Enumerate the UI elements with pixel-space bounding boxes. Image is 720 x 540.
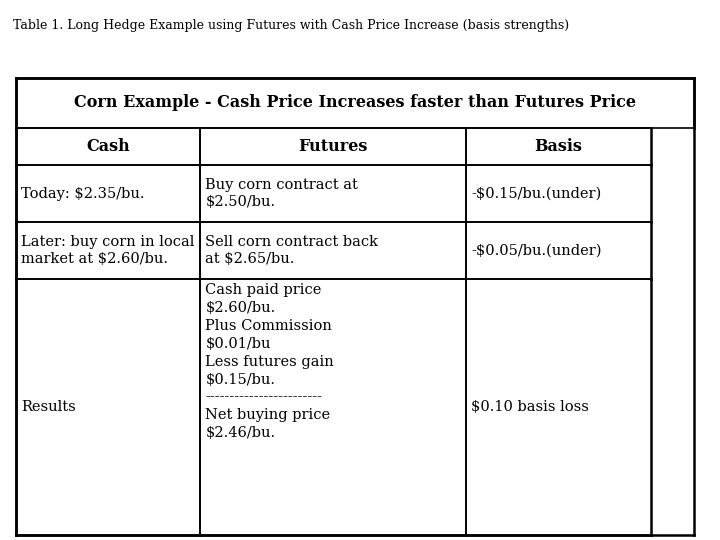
Text: Sell corn contract back
at $2.65/bu.: Sell corn contract back at $2.65/bu. <box>205 234 379 266</box>
Text: -$0.05/bu.(under): -$0.05/bu.(under) <box>471 244 602 258</box>
Text: Cash: Cash <box>86 138 130 155</box>
Text: $0.10 basis loss: $0.10 basis loss <box>471 400 589 414</box>
Text: Table 1. Long Hedge Example using Futures with Cash Price Increase (basis streng: Table 1. Long Hedge Example using Future… <box>13 19 569 32</box>
Text: Today: $2.35/bu.: Today: $2.35/bu. <box>21 186 145 200</box>
Text: Corn Example - Cash Price Increases faster than Futures Price: Corn Example - Cash Price Increases fast… <box>74 94 636 111</box>
Text: Cash paid price
$2.60/bu.
Plus Commission
$0.01/bu
Less futures gain
$0.15/bu.
-: Cash paid price $2.60/bu. Plus Commissio… <box>205 284 334 440</box>
Text: Futures: Futures <box>299 138 368 155</box>
Text: Buy corn contract at
$2.50/bu.: Buy corn contract at $2.50/bu. <box>205 178 359 210</box>
Text: Results: Results <box>21 400 76 414</box>
Text: Later: buy corn in local
market at $2.60/bu.: Later: buy corn in local market at $2.60… <box>21 234 194 266</box>
Text: -$0.15/bu.(under): -$0.15/bu.(under) <box>471 186 601 200</box>
Text: Basis: Basis <box>534 138 582 155</box>
